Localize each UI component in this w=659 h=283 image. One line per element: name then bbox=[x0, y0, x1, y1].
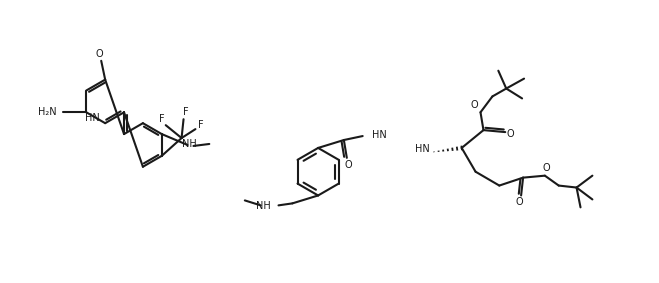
Text: O: O bbox=[96, 49, 103, 59]
Text: F: F bbox=[183, 107, 188, 117]
Text: HN: HN bbox=[86, 113, 100, 123]
Text: NH: NH bbox=[182, 139, 196, 149]
Text: O: O bbox=[471, 100, 478, 110]
Text: F: F bbox=[159, 114, 165, 124]
Text: H₂N: H₂N bbox=[38, 107, 57, 117]
Text: HN: HN bbox=[372, 130, 386, 140]
Text: O: O bbox=[542, 163, 550, 173]
Text: O: O bbox=[506, 129, 514, 139]
Text: O: O bbox=[515, 198, 523, 207]
Text: F: F bbox=[198, 120, 203, 130]
Text: HN: HN bbox=[415, 144, 430, 154]
Text: O: O bbox=[345, 160, 353, 170]
Text: NH: NH bbox=[256, 201, 271, 211]
